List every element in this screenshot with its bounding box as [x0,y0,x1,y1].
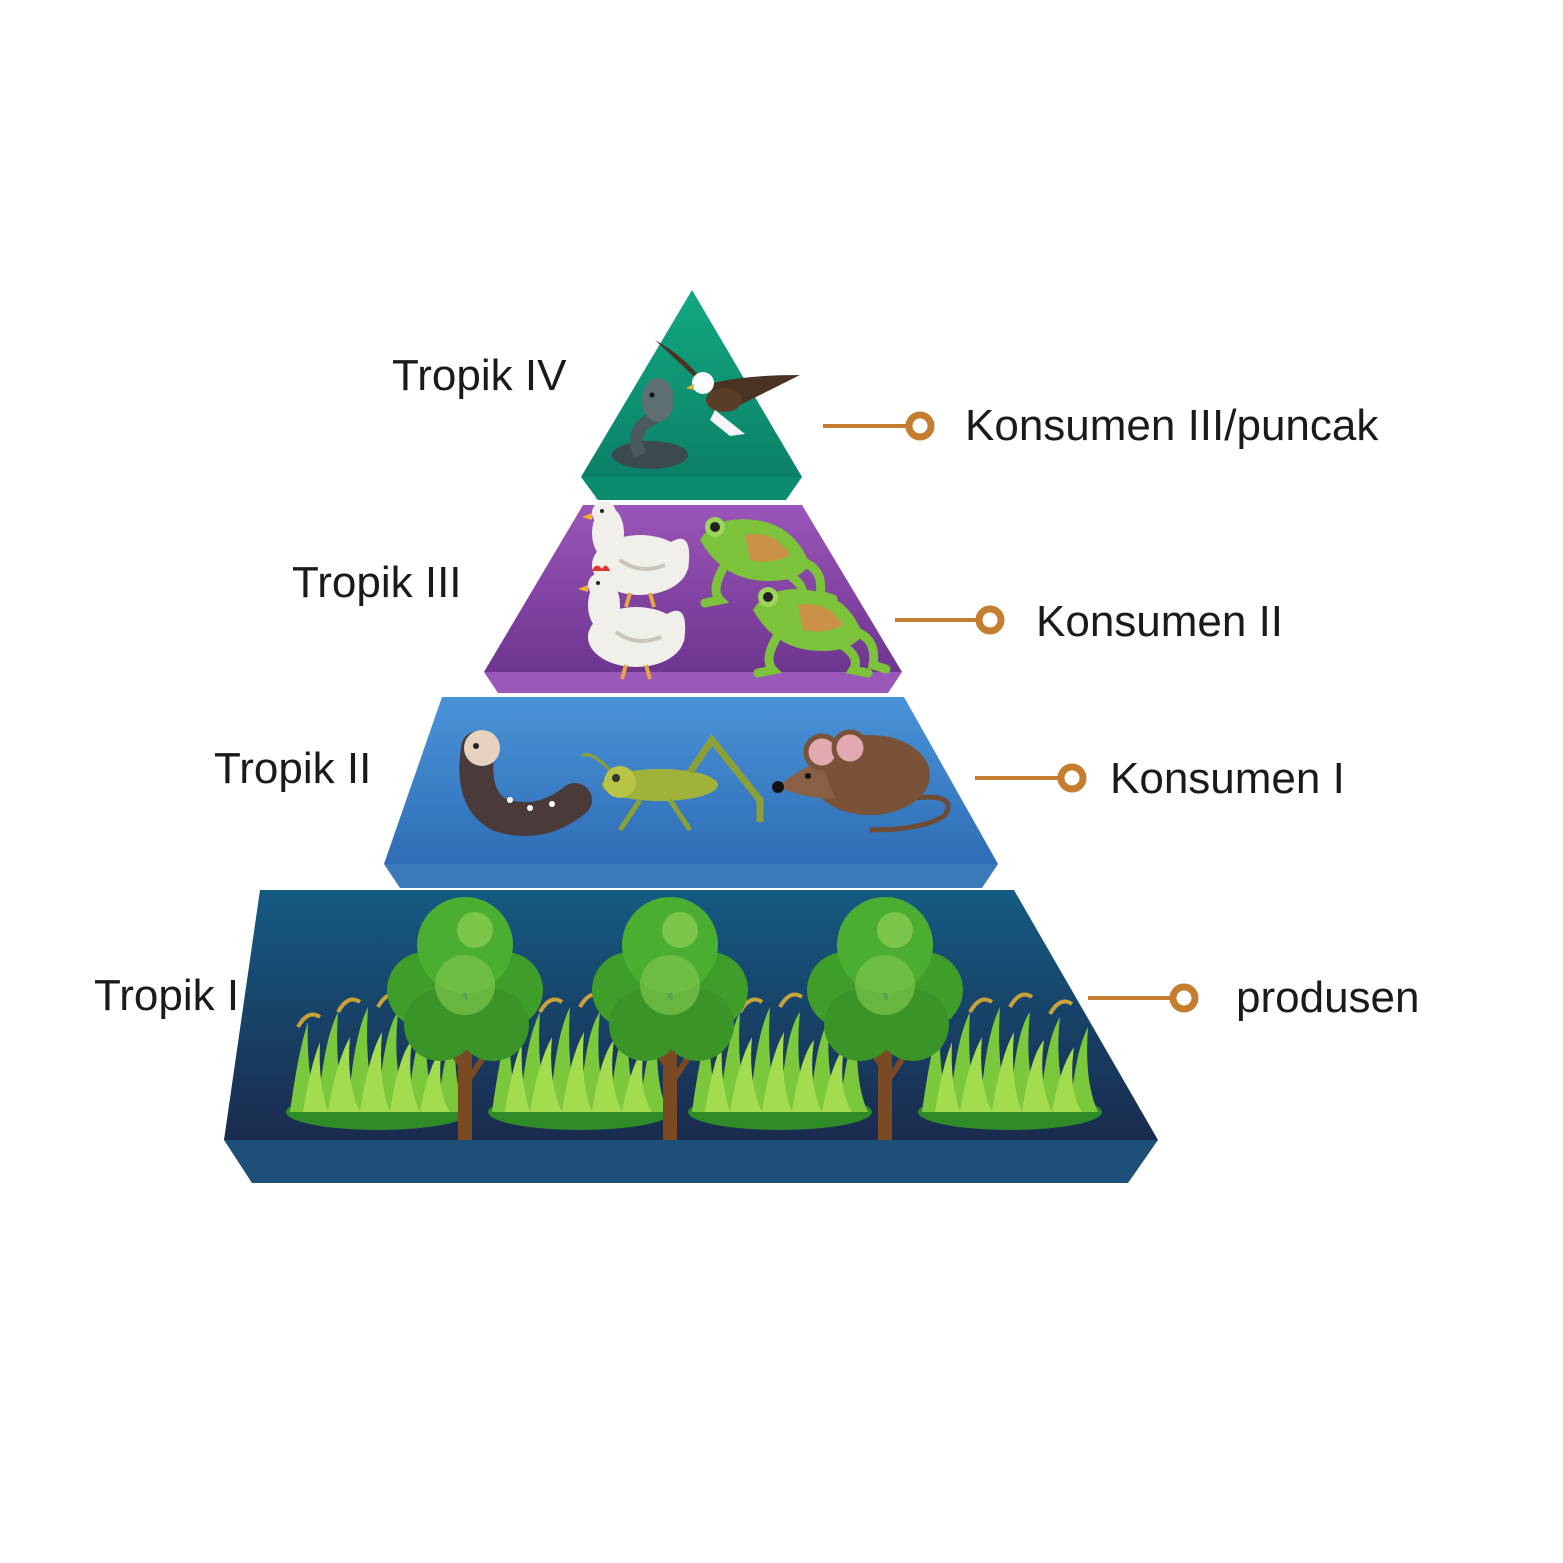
tropik-label-2: Tropik II [214,744,371,793]
tropik-label-4: Tropik IV [392,351,567,400]
level-2-base [384,864,998,888]
grasshopper-icon [581,734,764,832]
pyramid-level-1 [224,890,1158,1183]
tropik-label-1: Tropik I [94,971,239,1020]
role-label-1: produsen [1236,973,1419,1022]
tropik-label-3: Tropik III [292,558,462,607]
pyramid-level-2 [384,697,998,888]
mouse-icon [772,729,951,833]
pyramid-level-4 [581,290,802,500]
role-label-3: Konsumen II [1036,597,1283,646]
connector-level-2 [975,763,1087,793]
level-4-base [581,477,802,500]
role-label-4: Konsumen III/puncak [965,401,1379,450]
snake-icon [612,378,688,469]
connector-level-3 [895,605,1005,635]
caterpillar-icon [459,730,592,837]
pyramid-level-3 [484,491,902,693]
connector-level-1 [1088,983,1199,1013]
role-label-2: Konsumen I [1110,754,1345,803]
level-1-base [224,1140,1158,1183]
eagle-icon [655,340,800,436]
connector-level-4 [823,411,935,441]
level-3-base [484,672,902,693]
